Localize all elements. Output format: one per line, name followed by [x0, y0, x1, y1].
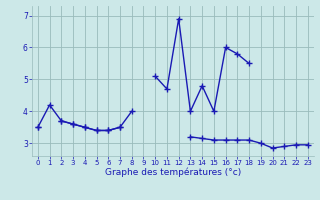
- X-axis label: Graphe des températures (°c): Graphe des températures (°c): [105, 168, 241, 177]
